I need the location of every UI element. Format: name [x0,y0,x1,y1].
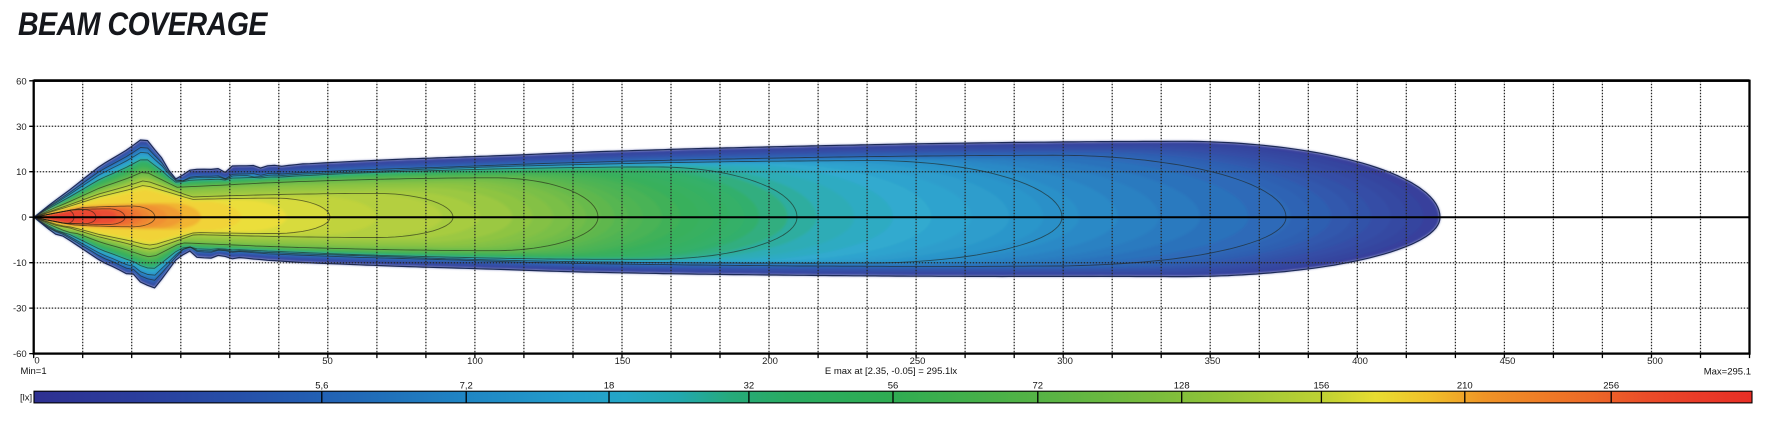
svg-text:50: 50 [322,356,333,367]
svg-text:156: 156 [1313,381,1329,392]
svg-text:0: 0 [34,356,39,367]
svg-text:30: 30 [16,122,27,133]
svg-text:300: 300 [1057,356,1073,367]
svg-text:Max=295.1: Max=295.1 [1704,367,1751,378]
svg-text:7,2: 7,2 [460,381,473,392]
svg-text:18: 18 [604,381,615,392]
svg-text:-30: -30 [13,304,27,315]
svg-text:[lx]: [lx] [20,393,32,404]
svg-text:0: 0 [21,213,26,224]
svg-text:150: 150 [615,356,631,367]
svg-text:E max at [2.35, -0.05] = 295.1: E max at [2.35, -0.05] = 295.1lx [825,366,958,377]
svg-text:128: 128 [1174,381,1190,392]
svg-text:256: 256 [1603,381,1619,392]
svg-text:32: 32 [744,381,755,392]
svg-text:200: 200 [762,356,778,367]
svg-text:Min=1: Min=1 [21,366,47,377]
svg-text:10: 10 [16,167,27,178]
svg-text:250: 250 [910,356,926,367]
svg-text:-10: -10 [13,258,27,269]
svg-text:72: 72 [1033,381,1044,392]
svg-text:60: 60 [16,76,27,87]
svg-text:5,6: 5,6 [315,381,328,392]
svg-text:100: 100 [467,356,483,367]
svg-text:450: 450 [1500,356,1516,367]
svg-text:56: 56 [888,381,899,392]
svg-text:210: 210 [1457,381,1473,392]
svg-text:-60: -60 [13,349,27,360]
svg-text:350: 350 [1205,356,1221,367]
svg-text:400: 400 [1352,356,1368,367]
svg-text:500: 500 [1647,356,1663,367]
